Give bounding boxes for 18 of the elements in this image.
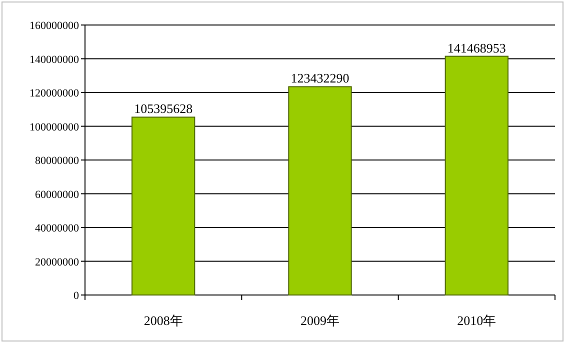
y-tick-label: 140000000 <box>30 54 80 66</box>
bar <box>288 86 352 296</box>
bar <box>444 56 508 296</box>
data-label: 105395628 <box>134 101 193 116</box>
data-label: 141468953 <box>447 40 506 56</box>
y-tick-label: 120000000 <box>30 88 80 100</box>
y-tick-label: 80000000 <box>35 155 80 167</box>
y-tick-label: 160000000 <box>30 20 80 32</box>
y-tick-label: 40000000 <box>35 222 80 234</box>
y-tick-label: 0 <box>74 290 80 302</box>
y-tick-label: 60000000 <box>35 188 80 201</box>
x-tick-label: 2008年 <box>144 313 183 328</box>
bar <box>132 116 196 296</box>
y-tick-label: 100000000 <box>30 121 80 134</box>
x-tick-label: 2009年 <box>300 313 340 328</box>
data-label: 123432290 <box>290 70 350 86</box>
y-tick-label: 20000000 <box>35 256 80 268</box>
x-tick-label: 2010年 <box>457 313 496 328</box>
